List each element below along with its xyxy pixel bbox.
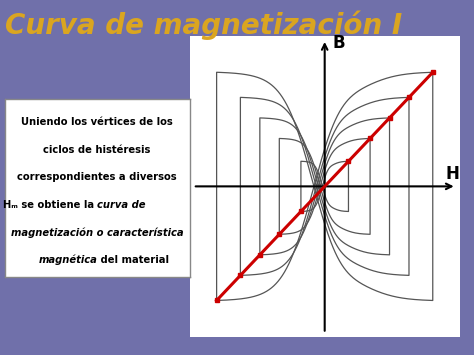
Text: ciclos de histéresis: ciclos de histéresis [44, 145, 151, 155]
Text: del material: del material [97, 255, 169, 265]
Text: magnetización o característica: magnetización o característica [11, 227, 183, 238]
Text: Uniendo los vértices de los: Uniendo los vértices de los [21, 117, 173, 127]
Text: correspondientes a diversos: correspondientes a diversos [18, 172, 177, 182]
Text: Hₘ se obtiene la: Hₘ se obtiene la [2, 200, 97, 210]
Text: curva de: curva de [97, 200, 146, 210]
Text: Curva de magnetización I: Curva de magnetización I [5, 11, 402, 40]
Text: B: B [332, 34, 345, 51]
Text: H: H [446, 165, 460, 183]
Text: magnética: magnética [38, 255, 97, 265]
